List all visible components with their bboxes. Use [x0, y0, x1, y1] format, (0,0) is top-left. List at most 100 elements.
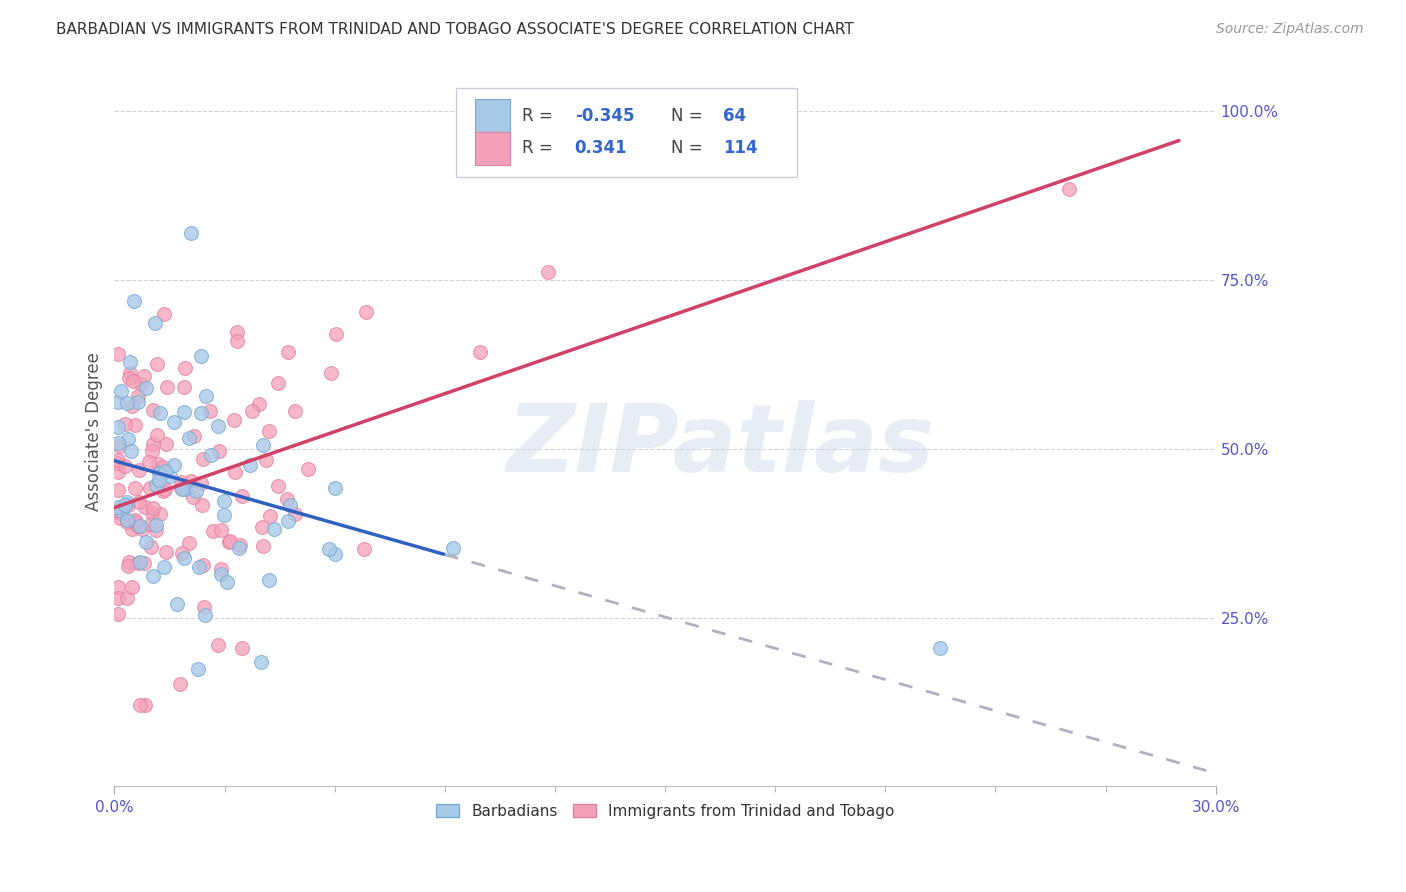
Point [190, 475, 212, 490]
Point [120, 443, 142, 458]
Point [124, 516, 146, 530]
Point [139, 540, 162, 554]
Point [128, 519, 150, 533]
Point [135, 381, 157, 395]
Point [191, 558, 214, 573]
Point [173, 551, 195, 566]
Point [107, 580, 129, 594]
Point [107, 439, 129, 453]
Point [208, 444, 231, 458]
Point [146, 428, 169, 442]
Point [121, 374, 143, 388]
Text: R =: R = [522, 107, 558, 125]
Point [117, 591, 139, 606]
Point [200, 448, 222, 462]
Point [536, 265, 558, 279]
Text: -0.345: -0.345 [575, 107, 634, 125]
Point [117, 396, 139, 410]
Point [135, 535, 157, 549]
Point [142, 568, 165, 582]
Point [124, 417, 146, 432]
Point [145, 477, 167, 491]
Point [132, 369, 155, 384]
Point [153, 463, 176, 477]
Point [212, 494, 235, 508]
Point [353, 542, 375, 557]
Point [115, 494, 138, 508]
Point [127, 519, 149, 533]
Point [163, 458, 186, 472]
Point [107, 466, 129, 480]
Bar [474, 132, 510, 165]
Point [118, 355, 141, 369]
Point [207, 638, 229, 652]
Point [139, 517, 162, 532]
Text: Source: ZipAtlas.com: Source: ZipAtlas.com [1216, 22, 1364, 37]
Point [134, 500, 156, 514]
Point [191, 498, 214, 512]
Point [170, 481, 193, 495]
Point [148, 467, 170, 481]
Point [277, 344, 299, 359]
Point [115, 513, 138, 527]
Point [229, 538, 252, 552]
Point [108, 511, 131, 525]
Point [231, 640, 253, 655]
Point [225, 334, 247, 348]
Point [323, 547, 346, 561]
Point [224, 465, 246, 479]
Point [152, 483, 174, 498]
Point [143, 316, 166, 330]
Bar [474, 99, 510, 132]
Point [129, 698, 152, 712]
Point [250, 655, 273, 669]
Point [107, 591, 129, 605]
Point [138, 455, 160, 469]
Point [180, 226, 202, 240]
Point [177, 431, 200, 445]
Text: R =: R = [522, 139, 564, 157]
Point [250, 520, 273, 534]
Point [207, 419, 229, 434]
Y-axis label: Associate's Degree: Associate's Degree [86, 352, 103, 511]
Point [193, 599, 215, 614]
Point [127, 389, 149, 403]
Point [267, 376, 290, 391]
Point [174, 482, 197, 496]
Point [169, 677, 191, 691]
Point [121, 522, 143, 536]
Point [107, 395, 129, 409]
Point [110, 384, 132, 399]
Point [179, 536, 201, 550]
Point [190, 349, 212, 363]
Point [127, 395, 149, 409]
Point [217, 575, 239, 590]
Point [240, 403, 263, 417]
Point [107, 456, 129, 470]
Point [128, 463, 150, 477]
Point [184, 483, 207, 498]
Text: 114: 114 [724, 139, 758, 157]
Point [252, 438, 274, 452]
Point [159, 469, 181, 483]
Point [114, 417, 136, 431]
Point [129, 377, 152, 392]
FancyBboxPatch shape [456, 88, 797, 177]
Point [117, 432, 139, 446]
Point [163, 415, 186, 429]
Point [166, 597, 188, 611]
Point [222, 412, 245, 426]
Point [284, 404, 307, 418]
Point [259, 425, 281, 439]
Point [321, 367, 343, 381]
Point [170, 475, 193, 489]
Point [209, 562, 232, 576]
Text: N =: N = [671, 139, 707, 157]
Point [219, 533, 242, 548]
Point [134, 556, 156, 570]
Point [120, 366, 142, 380]
Point [118, 555, 141, 569]
Point [111, 504, 134, 518]
Point [209, 566, 232, 581]
Point [172, 482, 194, 496]
